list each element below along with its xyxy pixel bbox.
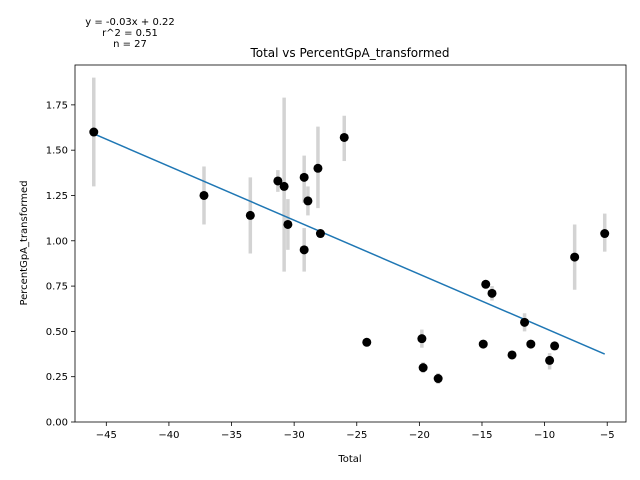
y-axis-ticks: 0.00 0.25 0.50 0.75 1.00 1.25 1.50 1.75 (46, 100, 75, 429)
x-tick-label: −35 (221, 430, 242, 441)
plot-frame (74, 64, 627, 423)
data-point-23 (545, 355, 555, 365)
data-point-17 (478, 339, 488, 349)
y-tick-label: 0.75 (46, 282, 68, 293)
data-point-8 (303, 196, 313, 206)
sample-size-text: n = 27 (113, 39, 147, 50)
data-point-13 (362, 337, 372, 347)
r-squared-text: r^2 = 0.51 (102, 28, 158, 39)
data-point-19 (487, 288, 497, 298)
points-layer (89, 127, 610, 384)
y-axis-label: PercentGpA_transformed (19, 180, 30, 305)
x-axis-ticks: −45 −40 −35 −30 −25 −20 −15 −10 −5 (96, 422, 615, 441)
chart-title: Total vs PercentGpA_transformed (249, 46, 449, 60)
data-point-24 (550, 341, 560, 351)
y-tick-label: 0.50 (46, 327, 68, 338)
equation-text: y = -0.03x + 0.22 (85, 17, 174, 28)
y-tick-label: 1.50 (46, 146, 68, 157)
data-point-25 (570, 252, 580, 262)
data-point-12 (339, 132, 349, 142)
y-tick-label: 1.25 (46, 191, 68, 202)
data-point-11 (315, 229, 325, 239)
data-point-14 (417, 334, 427, 344)
data-point-22 (526, 339, 536, 349)
data-point-10 (313, 163, 323, 173)
x-tick-label: −15 (471, 430, 492, 441)
data-point-16 (433, 374, 443, 384)
data-point-20 (507, 350, 517, 360)
y-tick-label: 1.00 (46, 236, 68, 247)
regression-line (93, 133, 606, 355)
x-tick-label: −20 (409, 430, 430, 441)
fit-line-layer (93, 133, 606, 355)
y-tick-label: 1.75 (46, 100, 68, 111)
data-point-3 (245, 210, 255, 220)
x-tick-label: −40 (158, 430, 179, 441)
x-tick-label: −5 (600, 430, 615, 441)
x-tick-label: −45 (96, 430, 117, 441)
data-point-26 (600, 229, 610, 239)
data-point-15 (418, 363, 428, 373)
x-tick-label: −10 (534, 430, 555, 441)
x-tick-label: −25 (346, 430, 367, 441)
data-point-7 (299, 172, 309, 182)
data-point-21 (520, 317, 530, 327)
y-tick-label: 0.25 (46, 372, 68, 383)
x-axis-label: Total (337, 454, 361, 465)
data-point-9 (299, 245, 309, 255)
data-point-6 (283, 219, 293, 229)
data-point-5 (279, 181, 289, 191)
data-point-2 (199, 190, 209, 200)
y-tick-label: 0.00 (46, 418, 68, 429)
x-tick-label: −30 (284, 430, 305, 441)
data-point-1 (89, 127, 99, 137)
data-point-18 (481, 279, 491, 289)
data-point-4 (273, 176, 283, 186)
